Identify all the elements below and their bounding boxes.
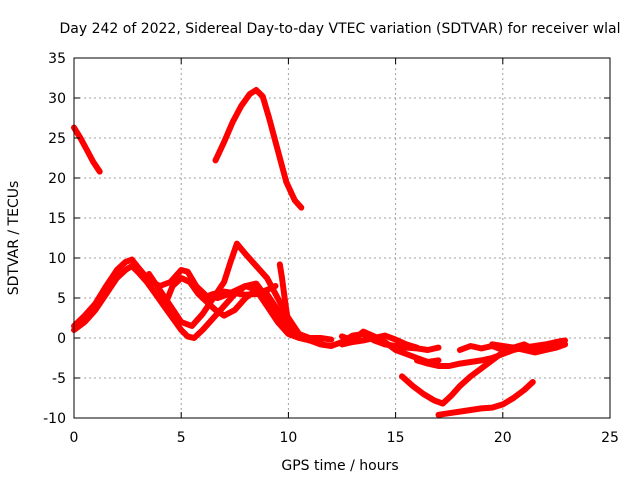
y-tick-label: 15 bbox=[48, 211, 66, 227]
y-tick-label: 25 bbox=[48, 131, 66, 147]
y-tick-label: 30 bbox=[48, 91, 66, 107]
y-tick-label: 35 bbox=[48, 51, 66, 67]
series-arc-k bbox=[339, 332, 420, 351]
series-arc-n bbox=[399, 349, 506, 407]
chart-title: Day 242 of 2022, Sidereal Day-to-day VTE… bbox=[59, 21, 620, 37]
x-tick-label: 15 bbox=[387, 430, 405, 446]
x-tick-label: 0 bbox=[70, 430, 79, 446]
x-tick-labels: 0 5 10 15 20 25 bbox=[70, 430, 619, 446]
x-axis-label: GPS time / hours bbox=[281, 458, 398, 474]
y-axis-label: SDTVAR / TECUs bbox=[6, 181, 22, 296]
grid bbox=[74, 58, 610, 418]
y-tick-label: 0 bbox=[57, 331, 66, 347]
axis-ticks bbox=[73, 57, 611, 419]
series-arc-h bbox=[276, 261, 294, 337]
series-arc-g bbox=[199, 283, 279, 301]
x-tick-label: 20 bbox=[494, 430, 512, 446]
x-tick-label: 10 bbox=[279, 430, 297, 446]
series-arc-p bbox=[489, 341, 568, 356]
plot-frame bbox=[73, 57, 611, 419]
y-tick-labels: -10 -5 0 5 10 15 20 25 30 35 bbox=[43, 51, 66, 427]
y-tick-label: 20 bbox=[48, 171, 66, 187]
series-arc-f bbox=[163, 275, 313, 341]
series-arc-b bbox=[212, 87, 305, 211]
y-tick-label: -5 bbox=[52, 371, 66, 387]
x-tick-label: 5 bbox=[177, 430, 186, 446]
y-tick-label: -10 bbox=[43, 411, 66, 427]
series-arc-a bbox=[71, 124, 103, 175]
y-tick-label: 10 bbox=[48, 251, 66, 267]
y-tick-label: 5 bbox=[57, 291, 66, 307]
x-tick-label: 25 bbox=[601, 430, 619, 446]
series-arc-o bbox=[435, 379, 536, 418]
series-layer bbox=[71, 87, 568, 418]
